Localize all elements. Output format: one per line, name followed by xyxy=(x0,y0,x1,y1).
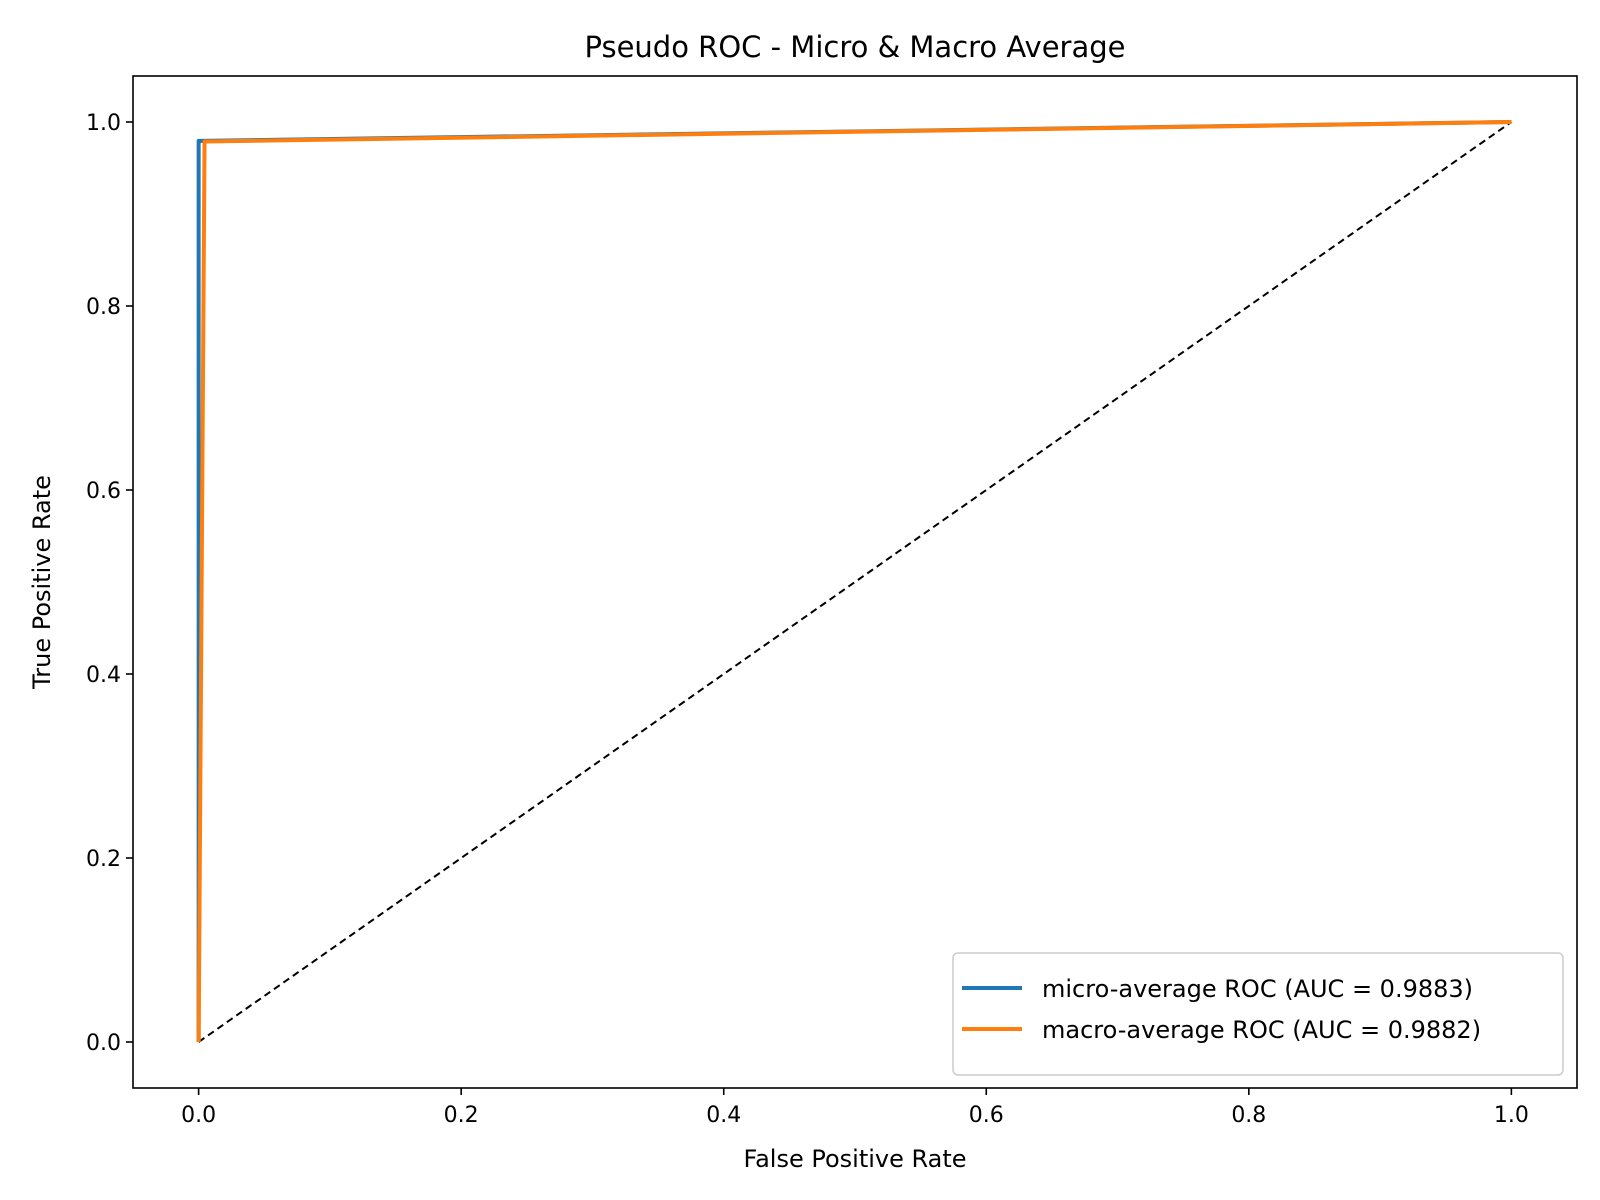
plot-area: 0.0 0.2 0.4 0.6 0.8 1.0 0.0 0.2 0.4 0.6 0.8 1.0 xyxy=(86,75,1578,1128)
x-tick-label: 0.0 xyxy=(181,1103,216,1128)
legend: micro-average ROC (AUC = 0.9883) macro-av… xyxy=(952,952,1564,1076)
legend-label-micro-average: micro-average ROC (AUC = 0.9883) xyxy=(1042,975,1473,1003)
chart-title: Pseudo ROC - Micro & Macro Average xyxy=(585,30,1126,64)
y-tick-label: 0.2 xyxy=(86,847,121,872)
chance-diagonal-line xyxy=(198,121,1512,1043)
y-tick-label: 0.0 xyxy=(86,1031,121,1056)
x-tick-label: 0.6 xyxy=(969,1103,1004,1128)
legend-box xyxy=(952,952,1564,1076)
x-tick-label: 1.0 xyxy=(1494,1103,1529,1128)
y-tick-label: 0.4 xyxy=(86,663,121,688)
x-tick-label: 0.4 xyxy=(706,1103,741,1128)
y-tick-label: 1.0 xyxy=(86,111,121,136)
x-tick-label: 0.2 xyxy=(444,1103,479,1128)
x-tick-label: 0.8 xyxy=(1231,1103,1266,1128)
y-tick-label: 0.8 xyxy=(86,295,121,320)
legend-label-macro-average: macro-average ROC (AUC = 0.9882) xyxy=(1042,1016,1481,1044)
y-axis-label: True Positive Rate xyxy=(28,475,56,690)
x-axis-label: False Positive Rate xyxy=(743,1145,966,1173)
series-line-macro-average xyxy=(196,120,1512,1043)
axes-frame xyxy=(132,75,1578,1089)
y-tick-label: 0.6 xyxy=(86,479,121,504)
